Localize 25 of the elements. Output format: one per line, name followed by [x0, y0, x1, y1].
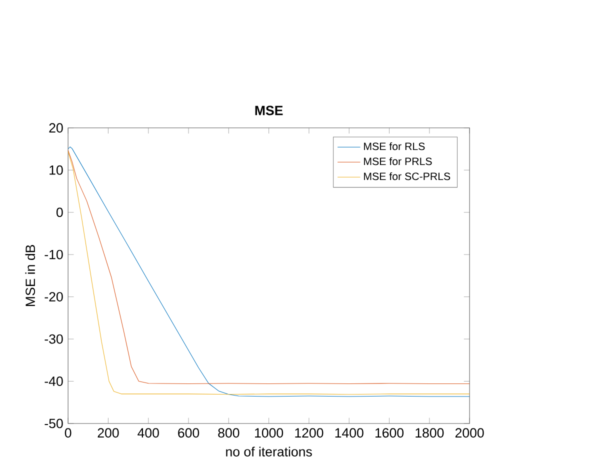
y-tick-label: 20	[49, 122, 63, 132]
x-tick-label: 600	[178, 428, 200, 438]
x-tick-label: 800	[218, 428, 240, 438]
x-tick-label: 400	[138, 428, 159, 438]
legend-label: MSE for SC-PRLS	[364, 172, 450, 180]
legend-label: MSE for RLS	[364, 142, 425, 150]
chart-title: MSE	[255, 106, 283, 115]
y-tick-label: -10	[44, 250, 63, 260]
y-tick-label: 10	[50, 165, 63, 175]
x-tick-label: 0	[64, 428, 72, 438]
x-tick-label: 1400	[335, 428, 364, 438]
x-tick-label: 1200	[295, 428, 324, 438]
x-tick-label: 2000	[455, 428, 484, 438]
y-tick-label: -20	[44, 292, 63, 302]
legend-label: MSE for PRLS	[364, 157, 432, 165]
x-tick-label: 1600	[376, 428, 404, 438]
y-axis-title: MSE in dB	[25, 244, 36, 306]
y-tick-label: -30	[44, 334, 63, 344]
x-axis-title: no of iterations	[226, 446, 312, 456]
y-tick-label: -50	[44, 418, 63, 428]
x-tick-label: 1000	[255, 428, 284, 438]
y-tick-label: 0	[56, 207, 63, 217]
y-tick-label: -40	[44, 376, 63, 386]
x-tick-label: 200	[98, 428, 119, 438]
x-tick-label: 1800	[416, 428, 444, 438]
